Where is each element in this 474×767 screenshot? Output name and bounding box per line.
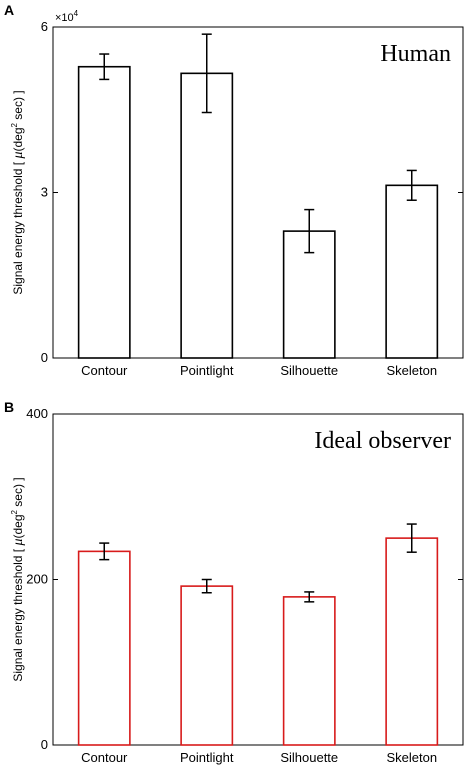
chart-title: Ideal observer [314, 428, 451, 454]
error-bar-skeleton [406, 169, 417, 201]
chart-title: Human [380, 41, 451, 67]
error-bar-pointlight [201, 33, 212, 114]
y-tick-label: 0 [41, 737, 48, 752]
y-scale-exponent: ×104 [55, 9, 79, 24]
y-tick-label: 3 [41, 185, 48, 200]
error-bar-silhouette [304, 208, 315, 254]
panel-b: B Contour Pointlight Silhouette Skeleton 0 200… [4, 399, 464, 765]
panel-letter: B [4, 399, 14, 415]
x-tick-label: Contour [81, 750, 128, 765]
y-axis-label: Signal energy threshold [ μ(deg2 sec) ] [10, 90, 26, 294]
axes-box [52, 413, 464, 746]
error-bar-silhouette [304, 591, 315, 603]
error-bar-contour [99, 53, 110, 81]
bar-pointlight [180, 585, 234, 746]
panel-letter: A [4, 2, 14, 18]
y-tick-label: 0 [41, 350, 48, 365]
y-tick-label: 200 [26, 572, 48, 587]
bar-skeleton [385, 537, 439, 746]
x-tick-label: Silhouette [280, 750, 338, 765]
error-bar-pointlight [201, 578, 212, 594]
x-tick-label: Skeleton [386, 363, 437, 378]
error-bar-contour [99, 542, 110, 561]
y-tick-label: 6 [41, 19, 48, 34]
y-axis-label: Signal energy threshold [ μ(deg2 sec) ] [10, 477, 26, 681]
bar-contour [77, 550, 131, 746]
bar-contour [77, 65, 131, 359]
bar-skeleton [385, 184, 439, 359]
x-tick-label: Silhouette [280, 363, 338, 378]
panel-a: A Contour Pointlight Silhouette Skeleton 0 3 6 ×… [4, 2, 464, 378]
x-tick-label: Skeleton [386, 750, 437, 765]
axes-box [52, 26, 464, 359]
error-bar-skeleton [406, 523, 417, 553]
bar-pointlight [180, 72, 234, 359]
y-tick-label: 400 [26, 406, 48, 421]
bar-silhouette [282, 596, 336, 746]
x-tick-label: Pointlight [180, 363, 234, 378]
x-tick-label: Pointlight [180, 750, 234, 765]
x-tick-label: Contour [81, 363, 128, 378]
